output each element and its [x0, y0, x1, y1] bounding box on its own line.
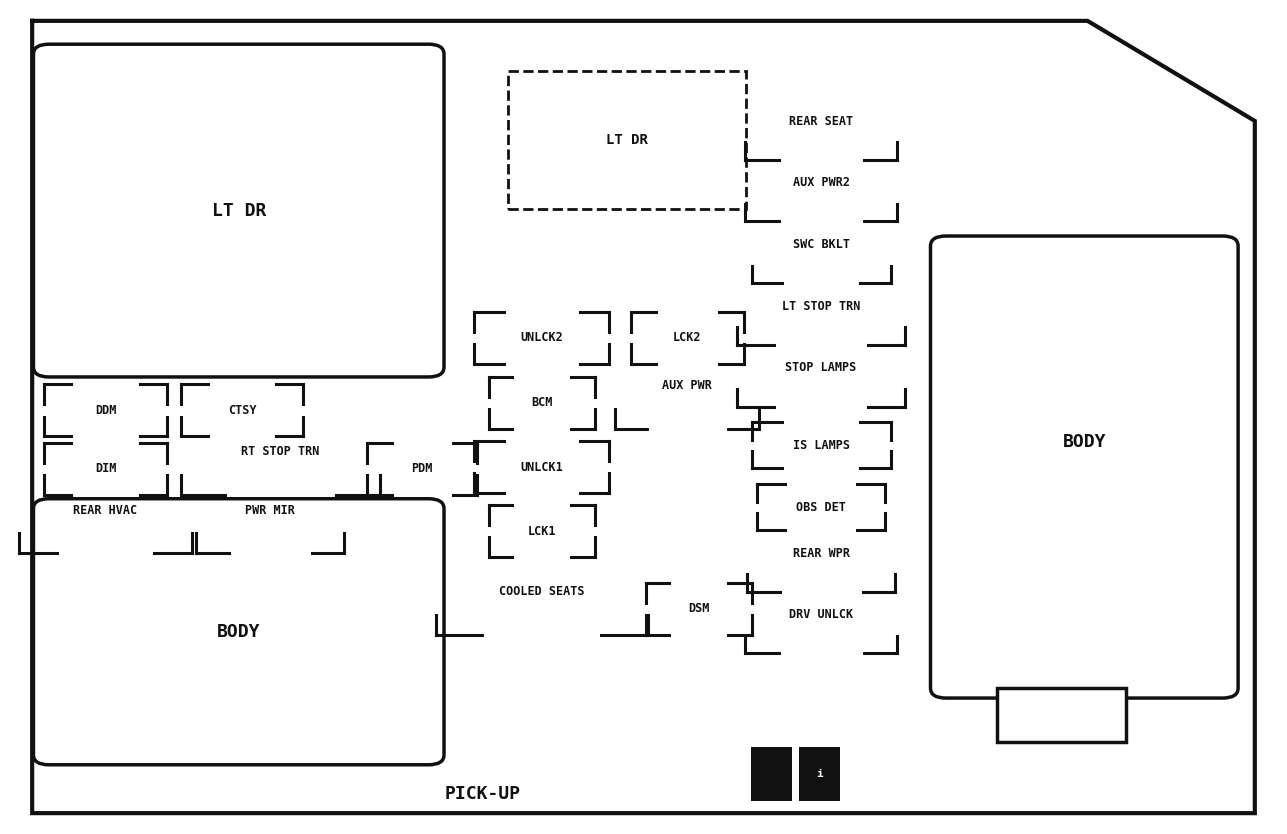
Text: BODY: BODY [218, 623, 260, 641]
Text: PICK-UP: PICK-UP [444, 785, 521, 803]
Text: COOLED SEATS: COOLED SEATS [499, 585, 584, 599]
Text: CTSY: CTSY [228, 404, 256, 417]
FancyBboxPatch shape [931, 236, 1238, 698]
Text: REAR HVAC: REAR HVAC [73, 504, 138, 517]
Text: OBS DET: OBS DET [797, 500, 846, 514]
Text: AUX PWR: AUX PWR [663, 379, 712, 393]
Text: DSM: DSM [689, 602, 709, 615]
Text: PDM: PDM [412, 462, 432, 475]
Text: LCK2: LCK2 [673, 331, 701, 344]
Text: SWC BKLT: SWC BKLT [793, 238, 849, 251]
FancyBboxPatch shape [33, 44, 444, 377]
FancyBboxPatch shape [33, 499, 444, 765]
Text: LT DR: LT DR [211, 202, 266, 219]
Text: RT STOP TRN: RT STOP TRN [242, 445, 319, 459]
Text: REAR WPR: REAR WPR [793, 546, 849, 560]
Text: REAR SEAT: REAR SEAT [789, 114, 853, 128]
Text: BODY: BODY [1063, 433, 1106, 451]
Text: STOP LAMPS: STOP LAMPS [785, 361, 857, 374]
Text: UNLCK1: UNLCK1 [520, 460, 564, 474]
Text: LT DR: LT DR [606, 133, 649, 147]
Text: DRV UNLCK: DRV UNLCK [789, 608, 853, 621]
FancyBboxPatch shape [508, 71, 746, 208]
Bar [997, 688, 1126, 742]
Text: AUX PWR2: AUX PWR2 [793, 176, 849, 189]
Text: PWR MIR: PWR MIR [246, 504, 295, 517]
Text: DDM: DDM [95, 404, 116, 417]
Text: IS LAMPS: IS LAMPS [793, 439, 849, 452]
Bar [798, 747, 840, 801]
Bar [752, 747, 793, 801]
Text: LT STOP TRN: LT STOP TRN [782, 299, 860, 313]
Text: LCK1: LCK1 [528, 525, 556, 538]
Text: BCM: BCM [532, 396, 552, 409]
Text: i: i [816, 769, 822, 779]
Text: UNLCK2: UNLCK2 [520, 331, 564, 344]
Text: DIM: DIM [95, 462, 116, 475]
